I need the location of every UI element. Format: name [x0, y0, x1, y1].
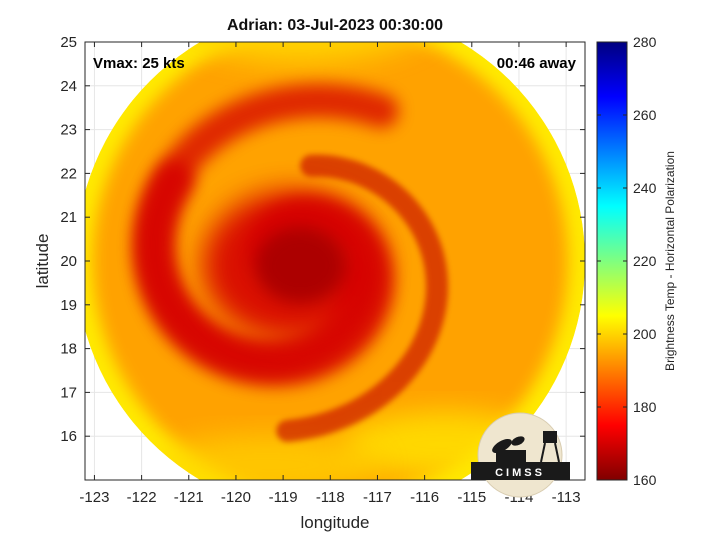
x-tick-label: -117: [363, 489, 392, 506]
spiral-band: [276, 154, 449, 442]
y-tick-label: 25: [60, 34, 77, 51]
south-edge-band: [151, 434, 382, 480]
colorbar-tick-label: 180: [633, 399, 657, 415]
x-tick-label: -123: [79, 489, 109, 506]
vmax-annotation: Vmax: 25 kts: [93, 55, 185, 72]
logo-building: [496, 450, 526, 462]
x-tick-label: -119: [269, 489, 298, 506]
y-tick-label: 21: [60, 209, 77, 226]
x-tick-label: -122: [127, 489, 157, 506]
x-tick-label: -118: [316, 489, 345, 506]
y-tick-label: 24: [60, 78, 77, 95]
brightness-temp-swath: [85, 42, 585, 480]
storm-core: [255, 227, 346, 304]
cimss-logo: CIMSS: [471, 412, 570, 498]
y-tick-label: 20: [60, 253, 77, 270]
colorbar-tick-label: 240: [633, 180, 657, 196]
x-tick-label: -121: [174, 489, 204, 506]
logo-dish: [511, 436, 525, 446]
x-axis-label: longitude: [300, 513, 369, 532]
colorbar-tick-label: 280: [633, 34, 657, 50]
y-axis: 16 17 18 19 20 21 22 23 24 25: [60, 34, 585, 445]
colorbar-ticks: 160 180 200 220 240 260 280: [597, 34, 657, 488]
colorbar-label: Brightness Temp - Horizontal Polarizatio…: [663, 151, 677, 371]
time-away-annotation: 00:46 away: [497, 55, 577, 72]
logo-banner: [471, 462, 570, 480]
colorbar-tick-label: 160: [633, 472, 657, 488]
y-tick-label: 22: [60, 165, 77, 182]
x-tick-label: -113: [552, 489, 581, 506]
swath-field: [85, 42, 585, 480]
x-tick-label: -115: [457, 489, 486, 506]
colorbar: [596, 41, 628, 481]
y-tick-label: 19: [60, 297, 77, 314]
y-tick-label: 23: [60, 122, 77, 139]
colorbar-tick-label: 220: [633, 253, 657, 269]
logo-dish: [492, 439, 512, 453]
logo-text: CIMSS: [495, 467, 545, 479]
logo-tower-tank: [543, 431, 557, 443]
y-tick-label: 16: [60, 428, 77, 445]
x-tick-label: -120: [221, 489, 251, 506]
chart-title: Adrian: 03-Jul-2023 00:30:00: [227, 17, 443, 34]
logo-tower-leg: [540, 442, 546, 463]
x-tick-label: -116: [410, 489, 439, 506]
y-axis-label: latitude: [33, 234, 52, 289]
y-tick-label: 17: [60, 384, 77, 401]
colorbar-tick-label: 200: [633, 326, 657, 342]
x-axis: -123 -122 -121 -120 -119 -118 -117 -116 -115 -114…: [79, 42, 581, 506]
colorbar-tick-label: 260: [633, 107, 657, 123]
y-tick-label: 18: [60, 341, 77, 358]
logo-tower-leg: [554, 442, 560, 463]
